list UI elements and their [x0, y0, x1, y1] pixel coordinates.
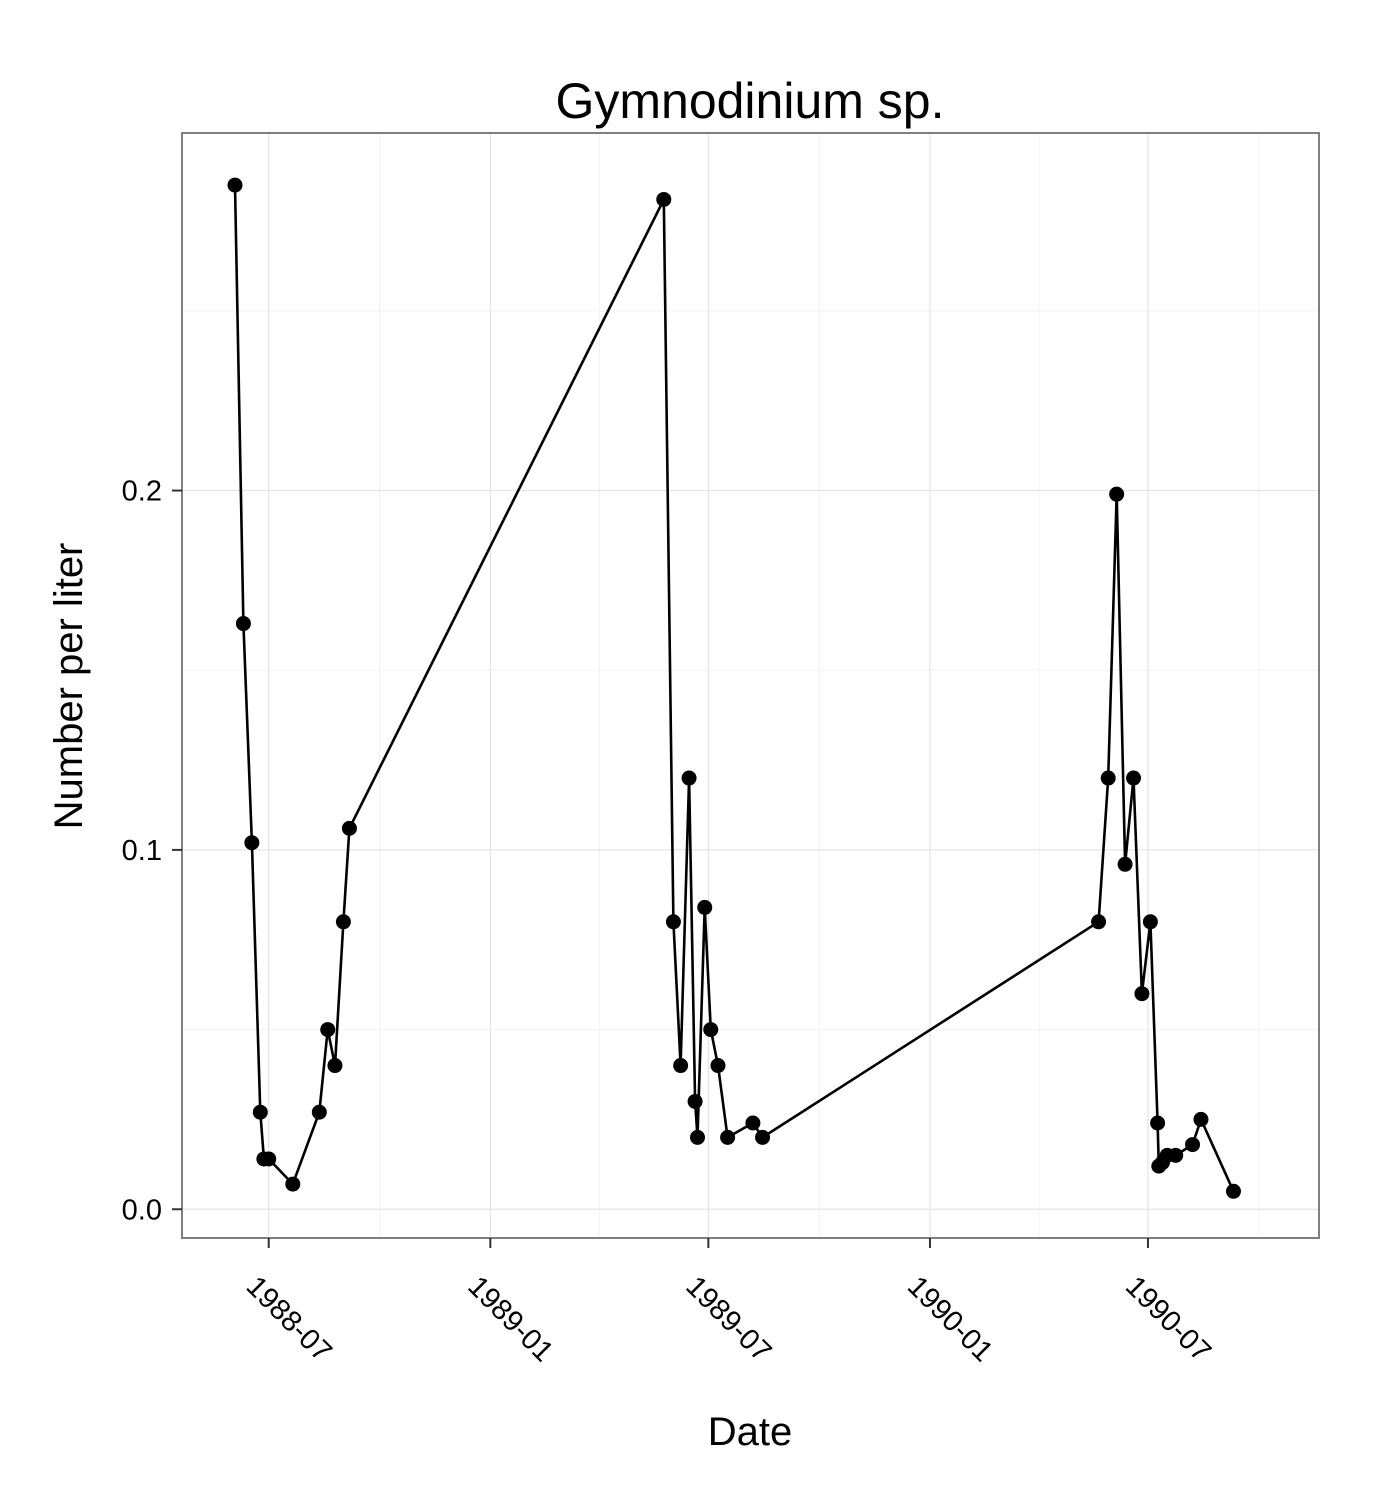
data-point — [244, 835, 260, 851]
data-point — [681, 770, 697, 786]
data-point — [235, 616, 251, 632]
data-point — [227, 177, 243, 193]
data-point — [335, 914, 351, 930]
y-axis: 0.0 0.1 0.2 — [122, 476, 182, 1226]
y-axis-title: Number per liter — [47, 543, 91, 830]
data-point — [710, 1058, 726, 1074]
data-point — [656, 191, 672, 207]
data-point — [1091, 914, 1107, 930]
y-tick-label: 0.2 — [122, 476, 162, 508]
data-point — [285, 1176, 301, 1192]
major-gridlines — [182, 133, 1319, 1238]
data-point — [755, 1129, 771, 1145]
data-point — [341, 820, 357, 836]
data-point — [1109, 486, 1125, 502]
data-point — [1100, 770, 1116, 786]
data-point — [697, 899, 713, 915]
data-point — [745, 1115, 761, 1131]
data-point — [1225, 1183, 1241, 1199]
data-point — [1168, 1147, 1184, 1163]
data-point — [1134, 986, 1150, 1002]
data-point — [665, 914, 681, 930]
data-point — [1117, 856, 1133, 872]
data-point — [252, 1104, 268, 1120]
data-point — [1142, 914, 1158, 930]
data-point — [1193, 1111, 1209, 1127]
data-point — [1150, 1115, 1166, 1131]
series-points-group — [227, 177, 1241, 1199]
data-point — [327, 1058, 343, 1074]
y-tick-label: 0.0 — [122, 1194, 162, 1226]
data-point — [320, 1022, 336, 1038]
minor-gridlines — [182, 133, 1319, 1238]
x-axis-title: Date — [708, 1410, 793, 1454]
data-point — [703, 1022, 719, 1038]
data-point — [261, 1151, 277, 1167]
data-point — [687, 1093, 703, 1109]
data-point — [311, 1104, 327, 1120]
data-point — [1185, 1137, 1201, 1153]
chart-title: Gymnodinium sp. — [555, 73, 944, 129]
plot-panel-border — [181, 132, 1320, 1239]
data-point — [673, 1058, 689, 1074]
data-point — [690, 1129, 706, 1145]
data-point — [1126, 770, 1142, 786]
data-point — [720, 1129, 736, 1145]
y-tick-label: 0.1 — [122, 835, 162, 867]
